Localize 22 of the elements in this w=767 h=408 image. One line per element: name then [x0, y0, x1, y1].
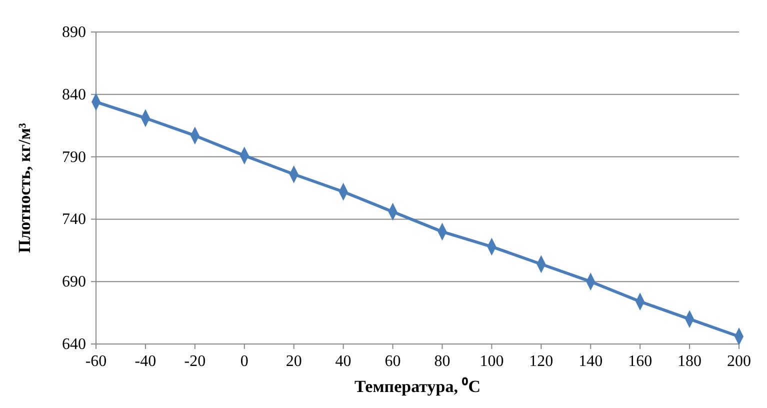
- x-tick-label: 140: [578, 353, 603, 370]
- y-tick-label: 790: [62, 148, 86, 166]
- x-tick-label: -40: [134, 353, 156, 370]
- y-tick-label: 640: [62, 336, 86, 353]
- x-tick-label: 200: [727, 353, 751, 370]
- x-tick-label: -20: [184, 353, 206, 370]
- y-axis-title: Плотность, кг/м³: [15, 123, 34, 253]
- x-tick-label: 120: [529, 353, 554, 370]
- x-tick-label: 40: [335, 353, 352, 370]
- x-axis-title: Температура, ⁰C: [354, 377, 481, 396]
- x-tick-label: 60: [384, 353, 401, 370]
- x-tick-label: 20: [286, 353, 302, 370]
- y-tick-label: 740: [62, 211, 86, 228]
- x-tick-label: 0: [240, 353, 248, 370]
- x-tick-label: 80: [434, 353, 450, 370]
- x-tick-label: 100: [480, 353, 504, 370]
- y-tick-label: 690: [62, 274, 86, 291]
- x-tick-label: -60: [85, 353, 107, 370]
- y-tick-label: 890: [62, 24, 86, 41]
- x-tick-label: 160: [628, 353, 652, 370]
- y-tick-label: 840: [62, 86, 86, 104]
- x-tick-label: 180: [678, 353, 702, 370]
